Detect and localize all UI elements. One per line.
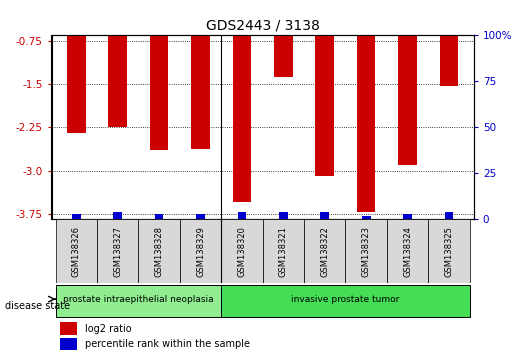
Text: GSM138328: GSM138328 bbox=[154, 226, 164, 277]
Bar bbox=[113, 212, 122, 219]
Text: prostate intraepithelial neoplasia: prostate intraepithelial neoplasia bbox=[63, 295, 214, 304]
Bar bbox=[357, 35, 375, 212]
Bar bbox=[109, 35, 127, 127]
Bar bbox=[279, 212, 288, 219]
Bar bbox=[72, 214, 81, 219]
Bar bbox=[67, 35, 85, 133]
Bar bbox=[444, 212, 453, 219]
Bar bbox=[60, 322, 77, 335]
Bar bbox=[315, 35, 334, 176]
Text: log2 ratio: log2 ratio bbox=[85, 324, 132, 333]
Text: GSM138323: GSM138323 bbox=[362, 226, 371, 277]
FancyBboxPatch shape bbox=[387, 219, 428, 283]
Title: GDS2443 / 3138: GDS2443 / 3138 bbox=[205, 19, 320, 33]
Text: GSM138320: GSM138320 bbox=[237, 226, 247, 277]
FancyBboxPatch shape bbox=[304, 219, 346, 283]
Bar bbox=[398, 35, 417, 165]
Text: percentile rank within the sample: percentile rank within the sample bbox=[85, 339, 250, 349]
FancyBboxPatch shape bbox=[428, 219, 470, 283]
Text: GSM138326: GSM138326 bbox=[72, 226, 81, 277]
Text: disease state: disease state bbox=[5, 301, 70, 311]
FancyBboxPatch shape bbox=[180, 219, 221, 283]
Bar bbox=[233, 35, 251, 202]
Text: GSM138329: GSM138329 bbox=[196, 226, 205, 277]
Bar bbox=[320, 212, 329, 219]
FancyBboxPatch shape bbox=[56, 219, 97, 283]
FancyBboxPatch shape bbox=[139, 219, 180, 283]
Bar bbox=[150, 35, 168, 150]
Bar bbox=[196, 214, 205, 219]
FancyBboxPatch shape bbox=[221, 219, 263, 283]
Bar bbox=[237, 212, 246, 219]
Text: GSM138322: GSM138322 bbox=[320, 226, 329, 277]
Bar bbox=[60, 338, 77, 350]
Text: invasive prostate tumor: invasive prostate tumor bbox=[291, 295, 400, 304]
FancyBboxPatch shape bbox=[97, 219, 139, 283]
Text: GSM138327: GSM138327 bbox=[113, 226, 122, 277]
FancyBboxPatch shape bbox=[56, 285, 221, 317]
Bar bbox=[440, 35, 458, 86]
Text: GSM138325: GSM138325 bbox=[444, 226, 454, 277]
Text: GSM138324: GSM138324 bbox=[403, 226, 412, 277]
Bar bbox=[362, 216, 370, 219]
FancyBboxPatch shape bbox=[346, 219, 387, 283]
Bar bbox=[403, 214, 412, 219]
FancyBboxPatch shape bbox=[221, 285, 470, 317]
Bar bbox=[155, 214, 163, 219]
Bar bbox=[191, 35, 210, 149]
Bar bbox=[274, 35, 293, 78]
FancyBboxPatch shape bbox=[263, 219, 304, 283]
Text: GSM138321: GSM138321 bbox=[279, 226, 288, 277]
